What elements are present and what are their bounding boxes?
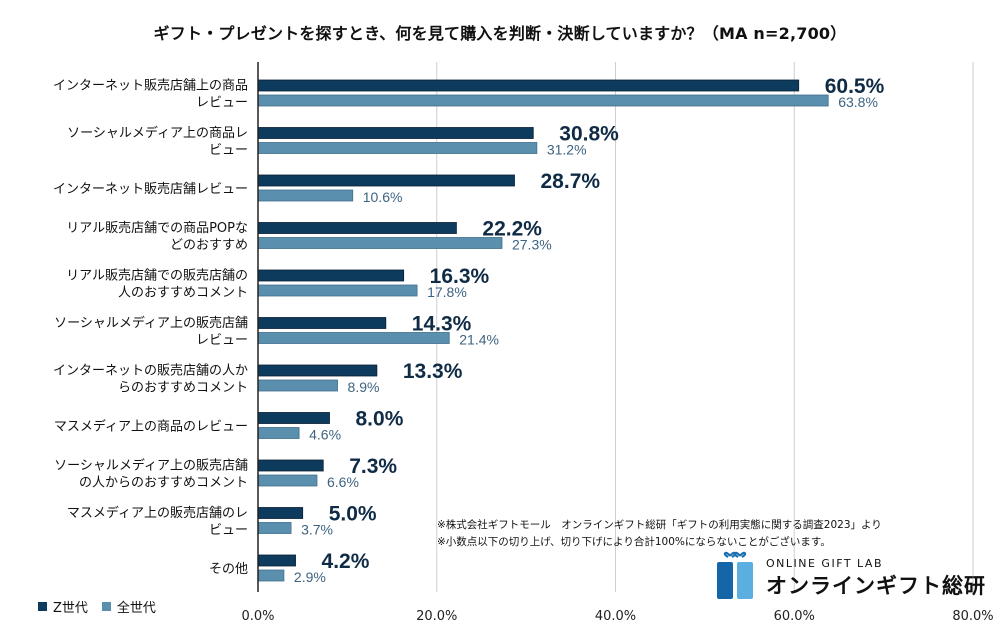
source-notes: ※株式会社ギフトモール オンラインギフト総研「ギフトの利用実態に関する調査202… [437,517,882,551]
logo-text-en: ONLINE GIFT LAB [766,557,884,570]
category-label: ソーシャルメディア上の販売店舗 [54,315,248,331]
category-label: らのおすすめコメント [118,381,248,396]
bar-all [257,142,538,154]
category-label: レビュー [196,333,248,348]
category-label: ビュー [209,523,248,538]
chart-title: ギフト・プレゼントを探すとき、何を見て購入を判断・決断していますか？（MA n=… [153,24,847,43]
value-label-z: 22.2% [482,218,542,241]
legend-swatch-all [101,602,111,611]
category-label: レビュー [196,96,248,111]
value-label-z: 4.2% [322,550,370,573]
category-label: どのおすすめ [170,238,248,253]
bar-all [257,474,318,487]
value-labels: 60.5%63.8% 30.8%31.2% 28.7% 10.6% 22.2%27.3%… [294,75,885,585]
category-label: ソーシャルメディア上の販売店舗 [54,458,248,474]
value-label-all: 4.6% [309,427,341,443]
bar-z [257,317,387,329]
source-note: ※株式会社ギフトモール オンラインギフト総研「ギフトの利用実態に関する調査202… [437,519,882,531]
bar-all [257,94,829,107]
gift-box-icon [717,551,753,599]
value-label-z: 60.5% [825,75,885,98]
category-label: マスメディア上の商品のレビュー [54,419,248,435]
category-label: ソーシャルメディア上の商品レ [67,125,248,141]
value-label-z: 5.0% [329,503,377,526]
category-label: ビュー [209,143,248,158]
bar-z [257,79,800,92]
value-label-z: 16.3% [430,265,490,288]
value-label-all: 27.3% [512,237,552,253]
value-label-all: 8.9% [348,379,380,395]
value-label-z: 14.3% [412,313,472,336]
bar-z [257,459,324,472]
value-label-z: 30.8% [559,123,619,146]
value-label-all: 6.6% [327,474,359,490]
category-label: の人からのおすすめコメント [79,476,248,491]
category-labels: インターネット販売店舗上の商品レビューソーシャルメディア上の商品レビューインター… [53,78,248,578]
legend-item-all: 全世代 [101,597,156,616]
bar-all [257,427,300,439]
value-label-z: 7.3% [349,455,397,478]
value-label-z: 8.0% [356,408,404,431]
value-label-z: 28.7% [541,170,601,193]
legend-label-z: Z世代 [53,601,88,616]
value-label-all: 17.8% [427,284,467,300]
category-label: リアル販売店舗での商品POPな [66,220,248,236]
value-label-all: 2.9% [294,569,326,585]
value-label-all: 10.6% [363,189,403,205]
x-tick-label: 20.0% [416,609,457,624]
logo-text-jp: オンラインギフト総研 [766,574,986,598]
x-tick-label: 0.0% [241,609,274,624]
bar-z [257,364,378,377]
legend-item-z: Z世代 [38,597,88,616]
bar-z [257,222,457,234]
category-label: その他 [209,562,248,577]
logo: ONLINE GIFT LAB オンラインギフト総研 [716,548,986,600]
bar-all [257,237,503,249]
bar-all [257,569,285,582]
value-label-all: 3.7% [301,522,333,538]
bar-z [257,507,304,519]
category-label: インターネット販売店舗レビュー [53,181,248,197]
bar-z [257,554,296,567]
bar-z [257,127,534,139]
bar-z [257,269,405,282]
bar-z [257,174,515,187]
legend: Z世代 全世代 [38,597,156,616]
category-label: 人のおすすめコメント [118,286,248,301]
x-tick-label: 80.0% [952,609,993,624]
x-tick-label: 40.0% [595,609,636,624]
value-label-z: 13.3% [403,360,463,383]
gridlines [436,62,974,592]
x-axis-ticks: 0.0% 20.0% 40.0% 60.0% 80.0% [241,609,993,624]
bar-all [257,189,354,202]
legend-label-all: 全世代 [116,601,156,616]
category-label: マスメディア上の販売店舗のレ [67,505,248,521]
bar-all [257,284,418,297]
value-label-all: 63.8% [838,94,878,110]
category-label: インターネットの販売店舗の人か [53,363,248,379]
category-label: リアル販売店舗での販売店舗の [66,268,248,284]
value-label-all: 21.4% [459,332,499,348]
legend-swatch-z [38,602,47,611]
value-label-all: 31.2% [547,142,587,158]
category-label: インターネット販売店舗上の商品 [53,78,248,94]
bar-all [257,522,292,534]
bar-z [257,412,330,424]
x-tick-label: 60.0% [774,609,815,624]
bar-all [257,379,338,392]
rounding-note: ※小数点以下の切り上げ、切り下げにより合計100%にならないことがございます。 [437,536,831,548]
